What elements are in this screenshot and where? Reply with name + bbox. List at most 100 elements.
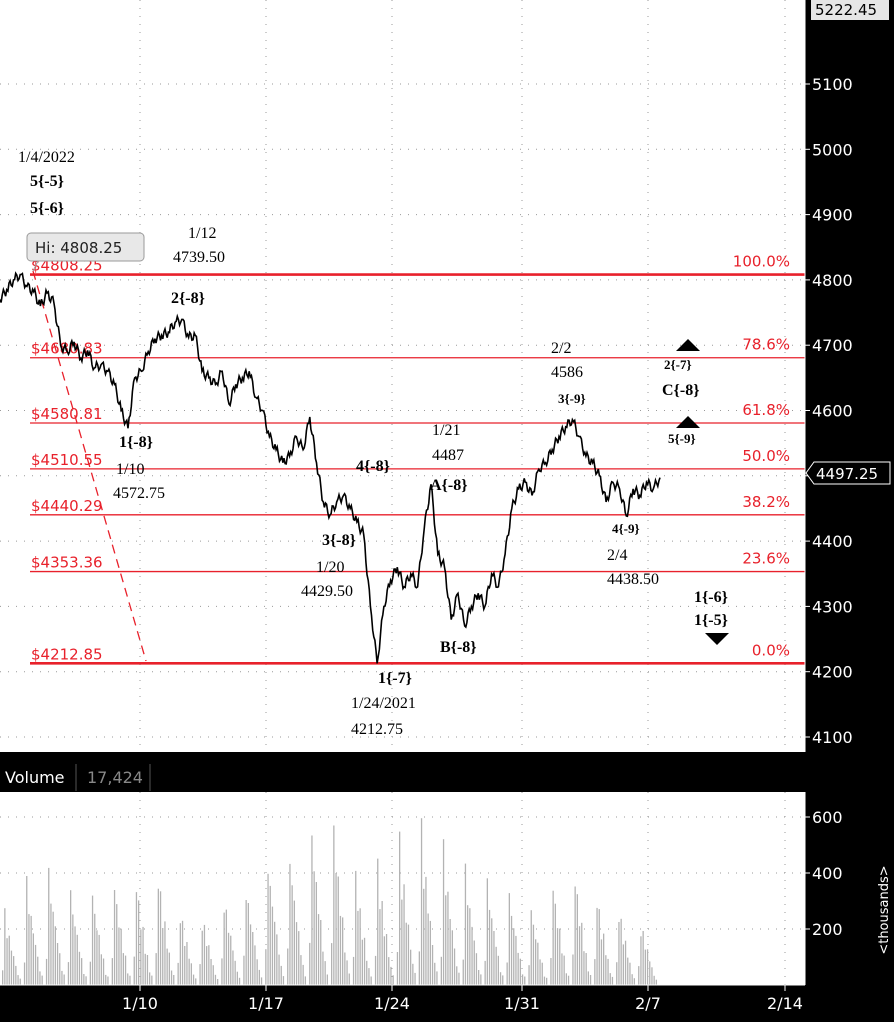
volume-bar xyxy=(186,942,188,985)
price-tick-label: 4400 xyxy=(812,532,853,551)
volume-bar xyxy=(70,890,72,985)
volume-bar xyxy=(515,935,517,985)
label-wave-b-8: B{-8} xyxy=(440,639,477,656)
volume-bar xyxy=(414,972,416,985)
volume-bar xyxy=(388,957,390,985)
volume-bar xyxy=(333,825,335,985)
volume-bar xyxy=(355,870,357,985)
volume-bar xyxy=(157,888,159,985)
date-tick-label: 1/10 xyxy=(122,994,158,1013)
volume-bar xyxy=(412,963,414,985)
volume-bar xyxy=(638,966,640,985)
volume-bar xyxy=(565,973,567,985)
label-top-wave-2: 5{-6} xyxy=(30,200,64,217)
volume-bar xyxy=(458,972,460,985)
volume-bar xyxy=(293,900,295,985)
volume-bar xyxy=(168,952,170,985)
volume-bar xyxy=(85,976,87,985)
date-tick-label: 2/14 xyxy=(767,994,803,1013)
volume-bar xyxy=(436,971,438,985)
volume-bar xyxy=(195,978,197,985)
volume-bar xyxy=(317,914,320,985)
volume-bar xyxy=(352,956,355,985)
volume-bar xyxy=(596,907,598,985)
volume-bar xyxy=(495,946,497,985)
volume-bar xyxy=(587,971,589,985)
label-wave-1-7: 1{-7} xyxy=(378,670,412,687)
price-tick-label: 5100 xyxy=(812,75,853,94)
volume-bar xyxy=(13,956,15,985)
volume-tick-label: 400 xyxy=(812,864,843,883)
label-right-1-6: 1{-6} xyxy=(694,589,728,606)
volume-bar xyxy=(480,974,482,985)
price-line xyxy=(0,271,661,664)
fib-price-label: $4580.81 xyxy=(31,405,103,423)
volume-bar xyxy=(142,926,144,985)
volume-bar xyxy=(50,903,52,985)
volume-bar xyxy=(497,955,499,985)
volume-bar xyxy=(135,892,138,985)
volume-bar xyxy=(48,867,50,985)
volume-bar xyxy=(311,835,313,985)
volume-bar xyxy=(528,965,530,985)
volume-bar xyxy=(624,940,627,985)
volume-bar xyxy=(640,936,642,985)
volume-bar xyxy=(59,953,61,985)
volume-bar xyxy=(230,935,232,985)
fib-pct-label: 78.6% xyxy=(742,336,790,354)
volume-bar xyxy=(410,949,412,985)
volume-bar xyxy=(486,878,488,985)
volume-bar xyxy=(34,944,37,985)
volume-unit-label: <thousands> xyxy=(877,865,892,954)
volume-bar xyxy=(519,958,521,985)
label-jan12-price: 4739.50 xyxy=(173,249,225,266)
volume-bar xyxy=(238,977,241,985)
volume-bar xyxy=(17,975,19,985)
price-panel xyxy=(0,0,805,752)
volume-bar xyxy=(467,905,469,985)
volume-bar xyxy=(493,931,495,985)
volume-bar xyxy=(19,978,21,985)
volume-bar xyxy=(646,949,649,985)
label-wave-3-9: 3{-9} xyxy=(558,391,586,406)
volume-bar xyxy=(274,921,276,985)
volume-bar xyxy=(462,959,464,985)
volume-bar xyxy=(581,922,583,985)
volume-bar xyxy=(449,919,451,985)
date-axis: 1/10 1/17 1/24 1/31 2/7 2/14 xyxy=(0,984,805,1013)
volume-bar xyxy=(510,915,513,985)
label-wave-2-8: 2{-8} xyxy=(171,290,205,307)
volume-bar xyxy=(201,930,203,985)
down-arrow-icon xyxy=(705,633,729,645)
volume-bar xyxy=(67,962,70,985)
volume-bar xyxy=(155,953,157,985)
volume-bar xyxy=(377,858,379,985)
fib-price-label: $4510.55 xyxy=(31,451,103,469)
label-right-c-8: C{-8} xyxy=(662,382,700,399)
volume-bar xyxy=(405,922,407,985)
volume-bar xyxy=(653,975,655,985)
hi-tooltip: Hi: 4808.25 xyxy=(26,232,145,272)
volume-bar xyxy=(594,959,596,985)
volume-bar xyxy=(188,958,190,985)
volume-bar xyxy=(91,895,94,985)
volume-bar xyxy=(300,955,302,985)
volume-bar xyxy=(227,932,230,985)
volume-bar xyxy=(502,975,504,985)
volume-bar xyxy=(74,926,76,985)
volume-bar xyxy=(214,974,217,985)
volume-bar xyxy=(15,965,17,985)
price-axis-readout: 5222.45 xyxy=(811,0,889,20)
label-feb4-date: 2/4 xyxy=(607,547,627,564)
volume-bar xyxy=(309,942,311,985)
label-jan12-date: 1/12 xyxy=(188,225,216,242)
volume-bar xyxy=(359,908,361,985)
volume-bar xyxy=(177,962,179,985)
date-tick-label: 2/7 xyxy=(635,994,661,1013)
volume-bar xyxy=(105,974,107,985)
volume-bar xyxy=(506,962,508,985)
volume-bar xyxy=(258,969,260,985)
volume-bar xyxy=(344,952,346,985)
volume-bar xyxy=(212,965,214,985)
label-right-1-5: 1{-5} xyxy=(694,612,728,629)
